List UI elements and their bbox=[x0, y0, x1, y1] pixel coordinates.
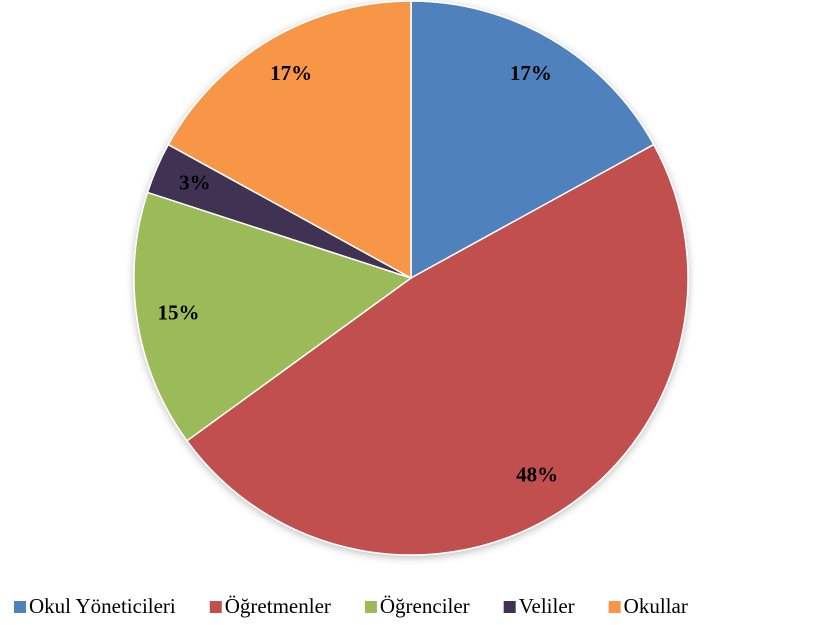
legend-swatch bbox=[503, 601, 516, 613]
pie-slice bbox=[410, 0, 655, 280]
value-label: 17% bbox=[510, 61, 552, 85]
value-label: 15% bbox=[157, 301, 199, 325]
legend-label: Öğretmenler bbox=[225, 594, 331, 618]
legend-label: Veliler bbox=[519, 594, 575, 618]
legend-label: Okullar bbox=[624, 594, 688, 618]
legend-swatch bbox=[209, 601, 222, 613]
pie-slice bbox=[167, 0, 412, 280]
legend-label: Okul Yöneticileri bbox=[29, 594, 176, 618]
value-label: 48% bbox=[516, 463, 558, 487]
value-label: 17% bbox=[270, 61, 312, 85]
pie-slice bbox=[133, 191, 413, 442]
pie bbox=[133, 0, 689, 556]
pie-slice bbox=[185, 143, 689, 556]
legend-swatch bbox=[608, 601, 621, 613]
legend-swatch bbox=[364, 601, 377, 613]
legend-label: Öğrenciler bbox=[380, 594, 470, 618]
value-label: 3% bbox=[179, 170, 211, 194]
legend-swatch bbox=[14, 601, 26, 613]
